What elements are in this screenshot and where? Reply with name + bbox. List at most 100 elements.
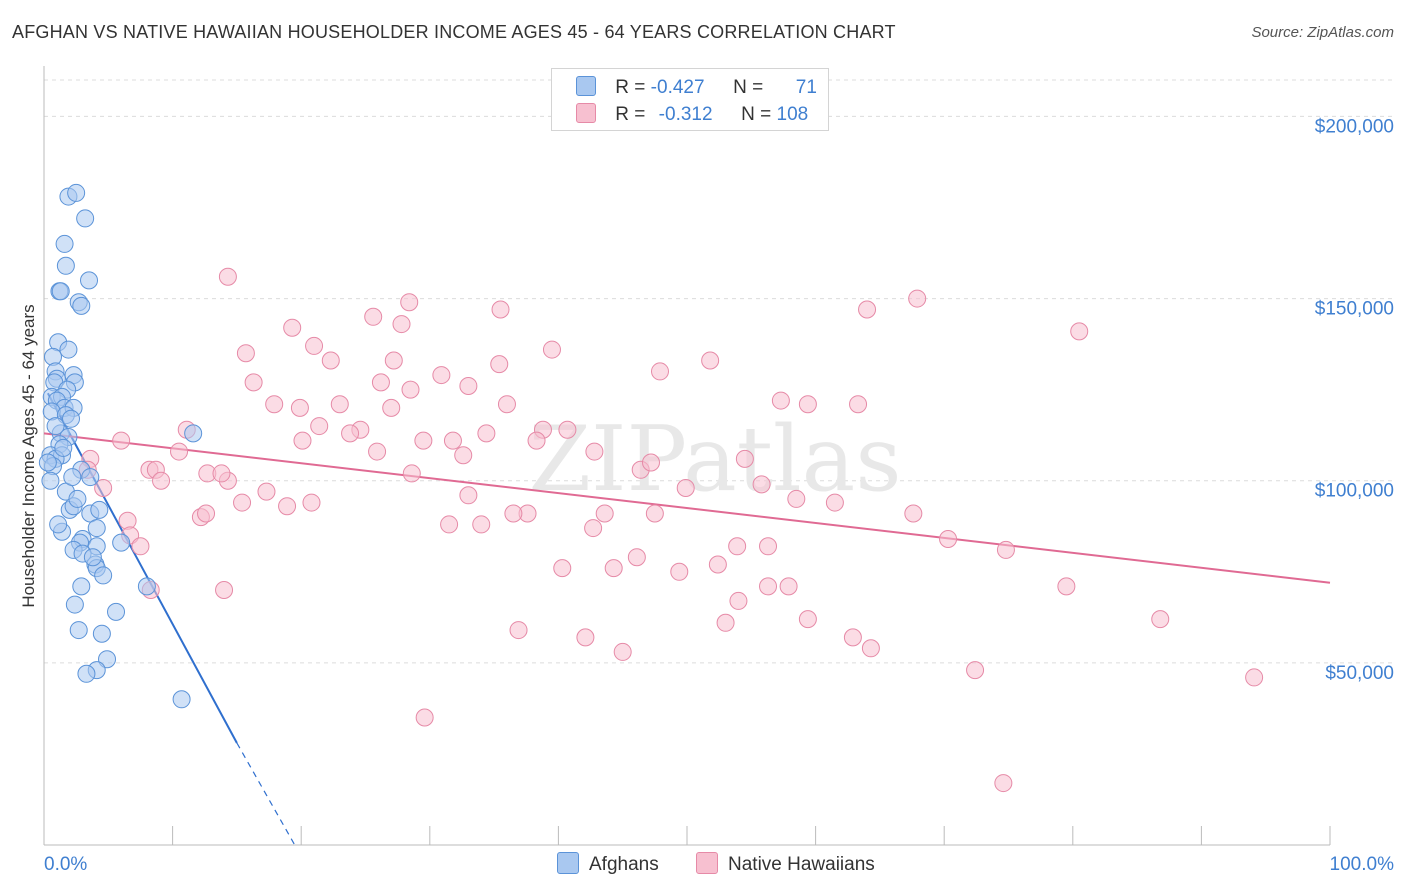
hawaiian-point xyxy=(1057,577,1076,596)
x-tick-label-max: 100.0% xyxy=(1330,854,1395,875)
afghan-point xyxy=(46,417,65,436)
chart-title: AFGHAN VS NATIVE HAWAIIAN HOUSEHOLDER IN… xyxy=(12,22,896,42)
afghan-point xyxy=(49,515,68,534)
hawaiian-point xyxy=(650,362,669,381)
afghan-point xyxy=(172,690,191,709)
hawaiian-point xyxy=(676,479,695,497)
n-label: N = xyxy=(733,77,764,98)
hawaiian-point xyxy=(341,424,360,443)
afghan-point xyxy=(80,271,99,290)
hawaiian-point xyxy=(595,504,614,523)
hawaiian-point xyxy=(443,431,462,450)
afghan-point xyxy=(76,209,95,228)
afghan-point xyxy=(98,650,117,669)
afghan-point xyxy=(92,624,111,643)
afghan-n-value: 71 xyxy=(795,77,817,98)
y-tick-label-0: $50,000 xyxy=(1325,663,1394,684)
hawaiian-point xyxy=(641,453,660,472)
hawaiian-point xyxy=(321,351,340,370)
afghan-point xyxy=(54,438,73,457)
hawaiian-point xyxy=(729,591,748,610)
hawaiian-point xyxy=(908,289,927,308)
afghan-point xyxy=(83,548,102,567)
hawaiian-point xyxy=(384,351,403,370)
hawaiian-point xyxy=(414,431,433,450)
hawaiian-point xyxy=(197,504,216,523)
hawaiian-trend-line xyxy=(43,432,1331,584)
hawaiian-point xyxy=(218,267,237,286)
afghan-swatch xyxy=(576,76,596,96)
hawaiian-point xyxy=(716,613,735,632)
afghan-point xyxy=(90,500,109,519)
legend-item-afghans[interactable]: Afghans xyxy=(557,852,659,876)
hawaiian-point xyxy=(779,577,798,596)
hawaiian-point xyxy=(459,486,478,505)
hawaiian-point xyxy=(257,482,276,501)
afghan-point xyxy=(63,468,82,487)
hawaiian-point xyxy=(504,504,523,523)
hawaiian-trendline xyxy=(43,432,1331,584)
hawaiian-point xyxy=(364,307,383,326)
n-label: N = xyxy=(741,104,772,125)
hawaiian-point xyxy=(613,642,632,661)
afghan-point xyxy=(107,602,126,621)
afghan-point xyxy=(87,519,106,538)
legend-row-afghan: R = -0.427 N = 71 xyxy=(576,76,817,98)
hawaiian-point xyxy=(215,581,234,599)
afghan-point xyxy=(38,453,57,472)
hawaiian-point xyxy=(1070,322,1089,341)
hawaiian-swatch xyxy=(576,103,596,123)
hawaiian-point xyxy=(302,493,321,512)
hawaiian-point xyxy=(415,708,434,727)
afghan-point xyxy=(137,577,156,596)
hawaiian-r-value: -0.312 xyxy=(658,104,713,125)
hawaiian-point xyxy=(1151,610,1170,629)
hawaiian-point xyxy=(491,300,510,319)
afghan-points xyxy=(38,183,203,709)
hawaiian-legend-label: Native Hawaiians xyxy=(728,854,875,875)
hawaiian-point xyxy=(1245,668,1264,687)
y-axis-label: Householder Income Ages 45 - 64 years xyxy=(19,304,38,607)
afghan-trend-dashed xyxy=(236,742,296,846)
hawaiian-point xyxy=(152,471,171,490)
afghan-point xyxy=(55,234,74,253)
afghan-point xyxy=(184,424,203,443)
hawaiian-point xyxy=(994,774,1013,793)
hawaiian-point xyxy=(849,395,868,414)
hawaiian-point xyxy=(604,559,623,578)
hawaiian-point xyxy=(771,391,790,410)
afghan-legend-swatch xyxy=(557,852,579,874)
legend-item-native-hawaiians[interactable]: Native Hawaiians xyxy=(696,852,875,876)
hawaiian-point xyxy=(244,373,263,392)
hawaiian-point xyxy=(212,464,231,483)
y-tick-labels: $50,000 $100,000 $150,000 $200,000 xyxy=(1315,116,1394,683)
afghan-legend-label: Afghans xyxy=(589,854,659,875)
hawaiian-point xyxy=(553,559,572,578)
r-label: R = xyxy=(615,77,646,98)
afghan-point xyxy=(62,409,81,428)
hawaiian-point xyxy=(233,493,252,512)
afghan-point xyxy=(68,489,87,508)
hawaiian-point xyxy=(904,504,923,523)
hawaiian-point xyxy=(305,336,324,355)
afghan-point xyxy=(81,468,100,487)
hawaiian-point xyxy=(371,373,390,392)
hawaiian-point xyxy=(477,424,496,443)
r-label: R = xyxy=(615,104,646,125)
afghan-point xyxy=(41,471,60,490)
hawaiian-point xyxy=(939,530,958,548)
afghan-point xyxy=(59,340,78,359)
afghan-point xyxy=(77,664,96,683)
grid-lines xyxy=(44,79,1394,664)
afghan-trendline xyxy=(46,392,296,846)
hawaiian-point xyxy=(728,537,747,556)
hawaiian-point xyxy=(265,395,284,414)
hawaiian-point xyxy=(858,300,877,319)
y-tick-label-3: $200,000 xyxy=(1315,116,1394,137)
hawaiian-point xyxy=(509,621,528,640)
hawaiian-point xyxy=(787,489,806,508)
afghan-point xyxy=(72,577,91,596)
afghan-trend-solid xyxy=(46,392,238,744)
hawaiian-point xyxy=(966,661,985,680)
hawaiian-point xyxy=(94,479,113,497)
